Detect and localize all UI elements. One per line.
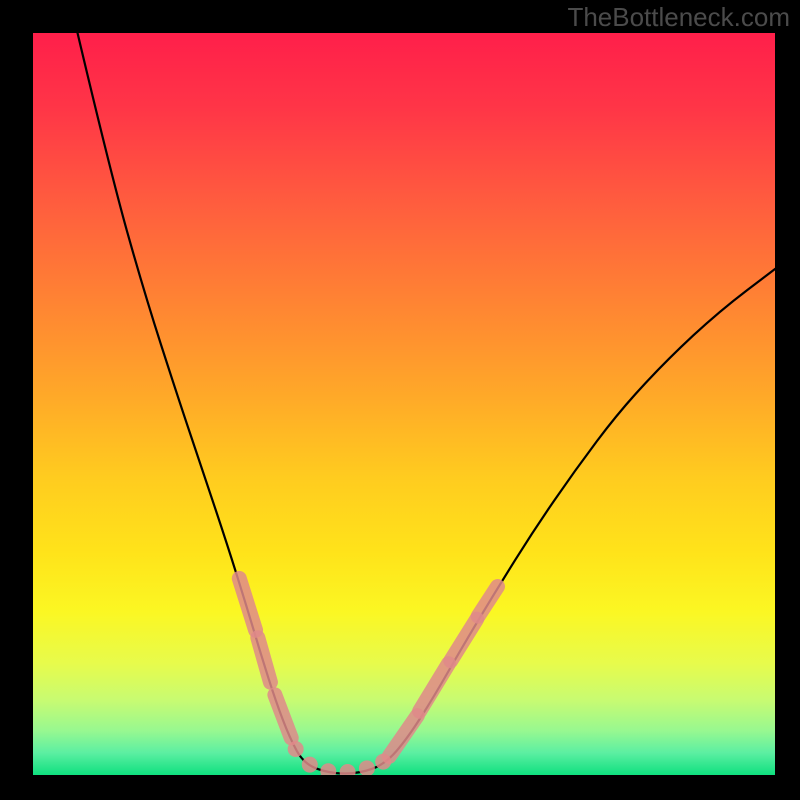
overlay-segment xyxy=(478,587,497,617)
overlay-segment xyxy=(239,578,255,630)
chart-frame: TheBottleneck.com xyxy=(0,0,800,800)
overlay-dot xyxy=(288,741,304,757)
v-curve-path xyxy=(78,33,775,774)
overlay-segment xyxy=(258,638,271,683)
overlay-segment xyxy=(420,664,449,711)
bottleneck-curve xyxy=(33,33,775,775)
overlay-dot xyxy=(340,764,356,775)
overlay-segment xyxy=(451,619,477,661)
overlay-segment xyxy=(275,695,291,738)
overlay-dot xyxy=(375,754,391,770)
overlay-dot xyxy=(320,763,336,775)
overlay-segment xyxy=(389,716,417,757)
watermark-label: TheBottleneck.com xyxy=(567,2,790,33)
overlay-dot xyxy=(359,760,375,775)
overlay-dot xyxy=(302,757,318,773)
plot-area xyxy=(33,33,775,775)
